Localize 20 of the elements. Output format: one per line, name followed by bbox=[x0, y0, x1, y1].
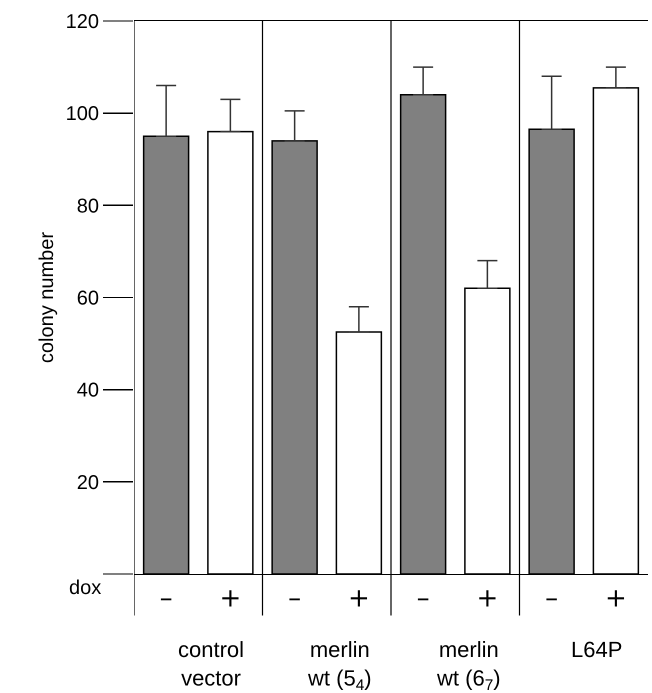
x-tick-label: + bbox=[604, 583, 627, 614]
x-tick-label: + bbox=[476, 583, 498, 614]
y-axis-title: colony number bbox=[36, 232, 58, 364]
x-tick-label: + bbox=[219, 583, 242, 614]
y-tick-label: 100 bbox=[66, 103, 99, 126]
y-tick-label: 60 bbox=[76, 288, 99, 310]
text: merlin wt (5$_{4}$) bbox=[307, 637, 372, 693]
x-tick-label: + bbox=[348, 583, 370, 614]
x-tick-label: – bbox=[545, 583, 558, 614]
text: merlin wt (6$_{7}$) bbox=[436, 637, 501, 693]
y-tick-label: 20 bbox=[76, 472, 99, 494]
x-axis-title: dox bbox=[69, 577, 102, 599]
x-tick-label: – bbox=[160, 583, 173, 614]
y-tick-label: 80 bbox=[76, 195, 99, 218]
x-tick-label: – bbox=[288, 583, 302, 614]
text: control vector bbox=[178, 637, 244, 691]
y-tick-label: 120 bbox=[66, 11, 99, 33]
x-tick-label: – bbox=[416, 583, 430, 614]
y-tick-label: 40 bbox=[76, 380, 99, 402]
text: L64P bbox=[571, 637, 622, 662]
